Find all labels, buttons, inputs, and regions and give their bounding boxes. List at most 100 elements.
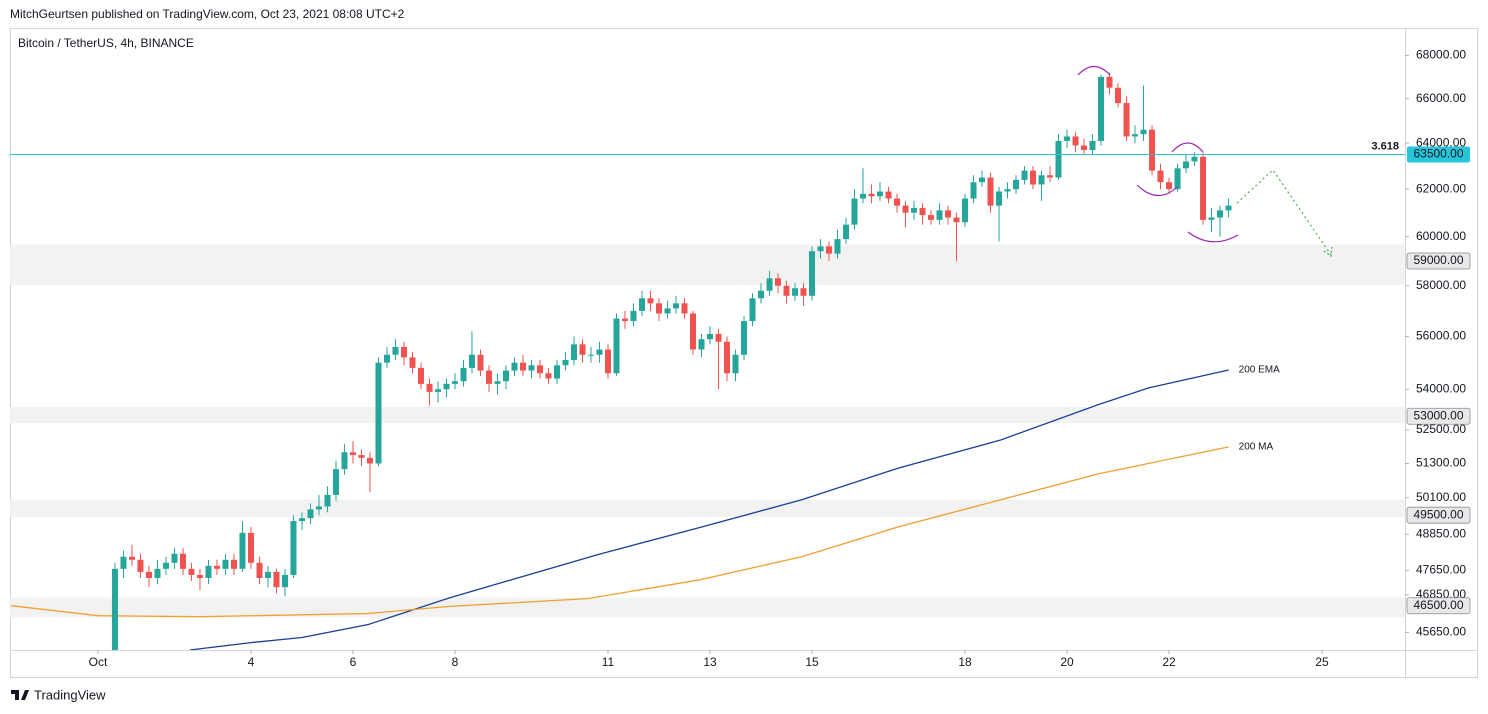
candle-body (834, 239, 841, 254)
candle-body (996, 191, 1003, 206)
candle-body (664, 308, 671, 314)
candle-body (792, 288, 799, 296)
logo: TradingView (11, 687, 106, 702)
x-tick-label: 11 (602, 655, 615, 669)
candle-body (333, 469, 340, 495)
chart-frame (10, 28, 1478, 678)
candle-body (154, 568, 161, 578)
candle-body (502, 370, 509, 382)
y-tick-label: 45650.00 (1416, 625, 1466, 639)
candle-body (885, 191, 892, 199)
candle-body (809, 251, 816, 296)
candle-body (562, 360, 569, 366)
candle-body (1140, 129, 1147, 135)
level-price-label: 63500.00 (1413, 147, 1463, 161)
candle-body (732, 354, 739, 374)
candle-body (511, 362, 518, 371)
candle-body (179, 553, 186, 569)
y-tick-label: 56000.00 (1416, 329, 1466, 343)
candle-body (1149, 129, 1156, 171)
candle-body (1029, 170, 1036, 185)
candle-body (596, 349, 603, 355)
candle-body (1098, 76, 1105, 141)
candle-body (451, 381, 458, 384)
candle-body (1021, 170, 1028, 180)
candle-body (366, 457, 373, 464)
candle-body (111, 568, 118, 650)
candle-body (120, 556, 127, 569)
price-zone (10, 244, 1405, 285)
price-zone (10, 597, 1405, 618)
candles (111, 72, 1232, 650)
candle-body (715, 333, 722, 342)
candle-body (384, 354, 391, 363)
candle-body (239, 532, 246, 569)
candle-body (698, 339, 705, 350)
candle-body (358, 455, 365, 458)
candle-body (766, 278, 773, 291)
candle-body (528, 365, 535, 371)
candle-body (706, 333, 713, 340)
candle-body (978, 177, 985, 183)
candle-body (1038, 175, 1045, 185)
candle-body (400, 346, 407, 358)
zones (10, 244, 1405, 618)
candle-body (230, 559, 237, 569)
candle-body (196, 574, 203, 578)
candle-body (298, 518, 305, 522)
pattern-arc (1171, 142, 1204, 153)
candle-body (409, 357, 416, 368)
level-price-box (1407, 146, 1470, 163)
candle-body (1115, 87, 1122, 104)
candle-body (273, 571, 280, 588)
candle-body (902, 205, 909, 213)
candle-body (927, 215, 934, 220)
candle-body (843, 224, 850, 240)
axes: 45650.0046850.0047650.0048850.0050100.00… (10, 48, 1471, 669)
candle-body (375, 362, 382, 464)
candle-body (876, 191, 883, 197)
x-tick-label: 20 (1060, 655, 1074, 669)
y-tick-label: 60000.00 (1416, 229, 1466, 243)
chart-title: Bitcoin / TetherUS, 4h, BINANCE (18, 36, 194, 50)
candle-body (460, 367, 467, 382)
candle-body (1191, 156, 1198, 162)
candle-body (1080, 145, 1087, 151)
candle-body (145, 571, 152, 578)
x-tick-label: 8 (452, 655, 459, 669)
zone-price-box (1406, 252, 1471, 270)
zone-price-box (1406, 597, 1471, 615)
candle-body (307, 509, 314, 519)
candle-body (1200, 156, 1207, 220)
candle-body (468, 354, 475, 368)
candle-body (494, 381, 501, 384)
pattern-arc (1136, 184, 1178, 197)
pattern-arc (1187, 231, 1239, 243)
logo-icon (11, 690, 29, 700)
indicator-label: 200 MA (1239, 442, 1274, 453)
y-tick-label: 64000.00 (1416, 135, 1466, 149)
candle-body (290, 521, 297, 575)
x-tick-label: 13 (703, 655, 717, 669)
candle-body (315, 506, 322, 510)
candle-body (851, 198, 858, 225)
zone-price-box (1406, 407, 1471, 425)
candle-body (1208, 217, 1215, 220)
candle-body (579, 344, 586, 355)
candle-body (324, 494, 331, 507)
candle-body (435, 389, 442, 392)
y-tick-label: 58000.00 (1416, 278, 1466, 292)
candle-body (1123, 103, 1130, 137)
candle-body (1047, 175, 1054, 178)
y-tick-label: 66000.00 (1416, 91, 1466, 105)
drawings (1077, 65, 1333, 258)
candle-body (613, 318, 620, 374)
candle-body (749, 298, 756, 322)
candle-body (945, 210, 952, 218)
candle-body (1225, 205, 1232, 211)
candle-body (1174, 168, 1181, 190)
candle-body (672, 303, 679, 309)
candle-body (894, 198, 901, 206)
candle-body (1064, 136, 1071, 141)
